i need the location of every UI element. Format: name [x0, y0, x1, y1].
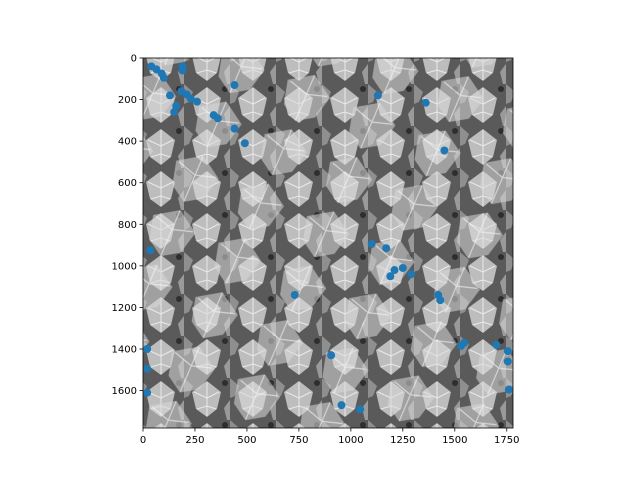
axes-frame: [142, 57, 514, 429]
data-point: [143, 388, 152, 397]
data-point: [367, 240, 376, 249]
data-point: [178, 66, 187, 75]
data-point: [193, 97, 202, 106]
y-tick-label: 200: [118, 95, 137, 106]
data-point: [213, 114, 222, 123]
data-point: [230, 81, 239, 90]
x-tick-label: 250: [185, 435, 204, 446]
data-point: [386, 272, 395, 281]
photo-background: [143, 58, 513, 428]
y-tick-label: 1600: [112, 386, 137, 397]
data-point: [146, 246, 155, 255]
data-point: [407, 270, 416, 279]
y-tick-label: 800: [118, 220, 137, 231]
x-tick-label: 1250: [390, 435, 415, 446]
data-point: [337, 401, 346, 410]
x-tick-label: 1750: [494, 435, 519, 446]
data-point: [327, 351, 336, 360]
data-point: [398, 263, 407, 272]
data-point: [421, 98, 430, 107]
y-axis-ticks: 0 200 400 600 800 1000 1200 1400 1600: [112, 54, 143, 397]
x-axis-ticks: 0 250 500 750 1000 1250 1500 1750: [140, 428, 519, 446]
y-tick-label: 1400: [112, 345, 137, 356]
data-point: [172, 101, 181, 110]
x-tick-label: 500: [237, 435, 256, 446]
y-tick-label: 400: [118, 137, 137, 148]
data-point: [373, 91, 382, 100]
scatter-points: [143, 62, 513, 414]
y-tick-label: 1200: [112, 303, 137, 314]
data-point: [159, 73, 168, 82]
y-tick-label: 1000: [112, 261, 137, 272]
data-point: [440, 146, 449, 155]
x-tick-label: 0: [140, 435, 146, 446]
data-point: [170, 108, 179, 117]
data-point: [503, 347, 512, 356]
x-tick-label: 1000: [338, 435, 363, 446]
data-point: [503, 357, 512, 366]
y-tick-label: 0: [131, 54, 137, 65]
data-point: [492, 340, 501, 349]
data-point: [460, 338, 469, 347]
x-tick-label: 750: [289, 435, 308, 446]
data-point: [143, 364, 152, 373]
data-point: [240, 139, 249, 148]
data-point: [143, 345, 152, 354]
data-point: [356, 405, 365, 414]
x-tick-label: 1500: [442, 435, 467, 446]
y-tick-label: 600: [118, 178, 137, 189]
data-point: [290, 290, 299, 299]
data-point: [186, 94, 195, 103]
data-point: [390, 266, 399, 275]
data-point: [382, 244, 391, 253]
data-point: [166, 91, 175, 100]
data-point: [504, 385, 513, 394]
data-point: [436, 296, 445, 305]
data-point: [230, 124, 239, 133]
